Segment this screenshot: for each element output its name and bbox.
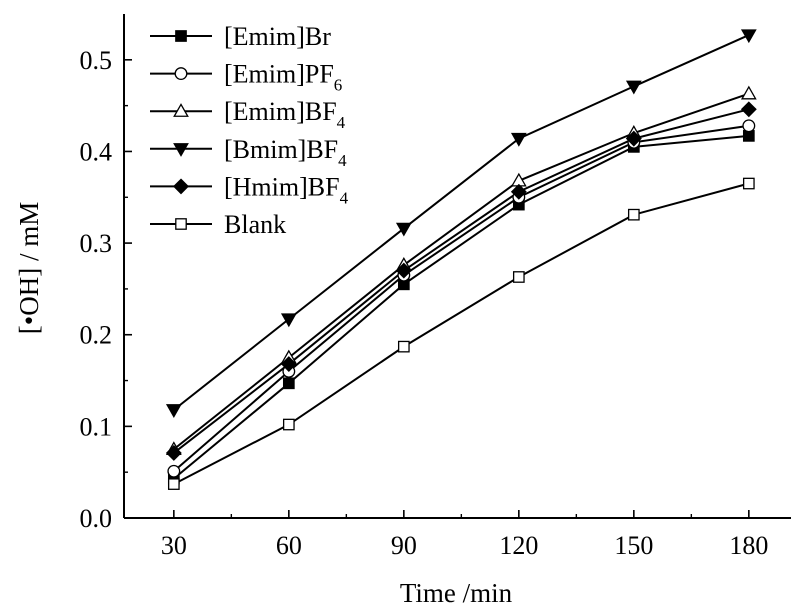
- data-point: [740, 29, 757, 44]
- legend-label-subscript: 4: [337, 113, 346, 132]
- legend-label-main: [Emim]BF: [224, 97, 337, 126]
- y-tick-label: 0.3: [80, 229, 113, 258]
- series-line-0: [173, 134, 749, 480]
- y-tick-label: 0.1: [80, 412, 113, 441]
- legend-marker: [175, 30, 187, 42]
- data-point: [742, 177, 755, 190]
- data-point: [510, 183, 527, 200]
- legend-label-main: [Bmim]BF: [224, 135, 338, 164]
- y-tick-label: 0.4: [80, 137, 113, 166]
- plot-markers: [165, 29, 757, 490]
- legend-label-main: [Emim]Br: [224, 22, 331, 51]
- axes: 0.0 0.1 0.2 0.3 0.4 0.5 30 60 90 120 150 180: [80, 14, 791, 560]
- legend-label: [Emim]BF4: [224, 97, 346, 132]
- legend-label: [Emim]PF6: [224, 60, 342, 95]
- legend-marker: [173, 143, 189, 157]
- data-point: [280, 313, 297, 328]
- y-axis-title: [•OH] / mM: [14, 202, 44, 334]
- legend-label: [Bmim]BF4: [224, 135, 347, 170]
- legend-label: [Emim]Br: [224, 22, 331, 51]
- data-point: [165, 404, 182, 418]
- data-point: [395, 262, 412, 279]
- series-line-4: [173, 108, 750, 454]
- y-tick-label: 0.2: [80, 321, 113, 350]
- data-point: [282, 418, 295, 431]
- series-line-3: [173, 34, 750, 411]
- x-tick-label: 60: [276, 531, 302, 560]
- series-line-2: [173, 92, 750, 451]
- legend-marker: [174, 67, 188, 81]
- y-tick-label: 0.5: [80, 46, 113, 75]
- data-point: [740, 101, 757, 118]
- legend-label-main: Blank: [224, 210, 286, 239]
- data-point: [165, 444, 182, 461]
- data-point: [167, 464, 181, 478]
- series-line-5: [173, 182, 750, 485]
- legend: [Emim]Br[Emim]PF6[Emim]BF4[Bmim]BF4[Hmim…: [150, 22, 349, 239]
- legend-label: Blank: [224, 210, 286, 239]
- legend-label-subscript: 4: [338, 151, 347, 170]
- data-point: [280, 356, 297, 372]
- plot-lines: [173, 34, 750, 485]
- data-point: [395, 222, 412, 237]
- data-point: [282, 377, 295, 390]
- data-point: [167, 478, 180, 490]
- data-point: [625, 80, 642, 95]
- legend-label-subscript: 4: [340, 188, 349, 207]
- data-point: [397, 340, 410, 353]
- x-tick-label: 30: [161, 531, 187, 560]
- y-tick-label: 0.0: [80, 504, 113, 533]
- legend-label: [Hmim]BF4: [224, 172, 349, 207]
- data-point: [740, 85, 757, 100]
- legend-label-main: [Hmim]BF: [224, 172, 340, 201]
- data-point: [512, 271, 525, 283]
- legend-marker: [175, 218, 187, 230]
- x-axis-title: Time /min: [400, 578, 513, 608]
- data-point: [625, 130, 642, 147]
- data-point: [742, 119, 756, 133]
- legend-marker: [173, 178, 189, 195]
- legend-label-main: [Emim]PF: [224, 60, 334, 89]
- data-point: [510, 132, 527, 147]
- x-tick-label: 180: [729, 531, 768, 560]
- x-tick-label: 120: [499, 531, 538, 560]
- x-tick-label: 150: [614, 531, 653, 560]
- legend-label-subscript: 6: [334, 76, 343, 95]
- data-point: [627, 208, 640, 221]
- x-tick-label: 90: [391, 531, 417, 560]
- legend-marker: [173, 103, 189, 117]
- series-line-1: [173, 124, 749, 473]
